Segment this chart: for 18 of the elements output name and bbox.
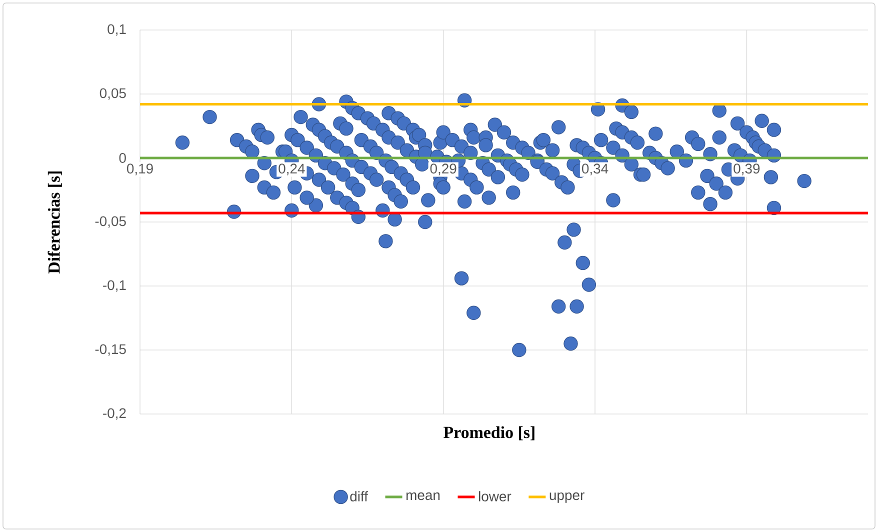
y-tick-label: 0 [119,153,126,163]
y-axis-title: Diferencias [s] [48,171,62,274]
legend-label: upper [550,492,584,503]
x-tick-label: 0,29 [430,164,456,176]
x-tick-label: 0,39 [734,164,760,176]
x-tick-label: 0,19 [126,164,153,176]
legend-label: mean [406,492,440,500]
x-tick-label: 0,24 [278,164,305,176]
x-axis-title: Promedio [s] [444,426,534,440]
y-tick-label: 0,05 [100,88,126,100]
y-tick-label: -0,05 [95,216,126,228]
y-tick-label: -0,2 [103,408,126,420]
legend-label: lower [478,491,512,502]
legend-label: diff [350,491,368,502]
y-tick-label: 0,1 [108,24,126,36]
y-tick-label: -0,1 [103,280,126,292]
y-tick-label: -0,15 [95,344,126,356]
x-tick-label: 0,34 [582,164,608,176]
